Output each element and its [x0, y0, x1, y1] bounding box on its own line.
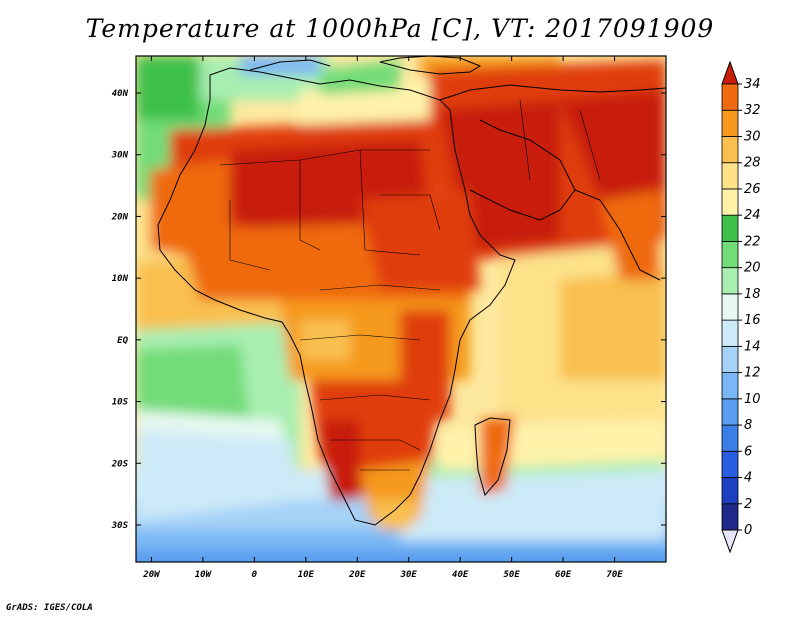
country-borders — [219, 99, 601, 471]
colorbar-segment — [721, 83, 739, 111]
colorbar-segment — [721, 398, 739, 426]
colorbar-label: 0 — [744, 523, 752, 538]
colorbar-label: 28 — [744, 156, 761, 171]
colorbar-label: 18 — [744, 287, 761, 302]
lat-tick-label: 10S — [112, 398, 129, 408]
colorbar-label: 24 — [744, 208, 761, 223]
colorbar-segment — [721, 477, 739, 505]
temperature-field — [136, 56, 666, 562]
colorbar-label: 20 — [744, 261, 761, 276]
colorbar-segment — [721, 267, 739, 295]
colorbar-bottom-arrow — [721, 529, 739, 554]
lon-tick-label: 10E — [298, 570, 315, 580]
colorbar-segment — [721, 162, 739, 190]
map-frame — [135, 55, 667, 563]
lon-tick-label: 70E — [606, 570, 623, 580]
colorbar-label: 8 — [744, 418, 752, 433]
colorbar-segment — [721, 424, 739, 452]
lon-tick-label: 50E — [503, 570, 520, 580]
colorbar-label: 26 — [744, 182, 761, 197]
lon-tick-label: 20W — [142, 570, 161, 580]
colorbar-segment — [721, 450, 739, 478]
colorbar-segment — [721, 319, 739, 347]
colorbar-label: 2 — [744, 497, 752, 512]
lat-tick-label: 40N — [112, 89, 129, 99]
colorbar-segment — [721, 241, 739, 269]
lat-tick-label: EQ — [117, 336, 128, 346]
lat-tick-label: 30N — [111, 151, 129, 161]
lat-tick-label: 20N — [111, 212, 129, 222]
lon-tick-label: 10W — [195, 570, 213, 580]
colorbar-segment — [721, 109, 739, 137]
colorbar-label: 6 — [744, 444, 752, 459]
lat-tick-label: 20S — [111, 459, 129, 469]
lon-tick-label: 40E — [452, 570, 469, 580]
lon-tick-label: 60E — [555, 570, 572, 580]
chart-title: Temperature at 1000hPa [C], VT: 20170919… — [85, 14, 715, 43]
coastline — [157, 56, 666, 526]
colorbar-label: 30 — [744, 129, 761, 144]
colorbar-segment — [721, 136, 739, 164]
colorbar-segment — [721, 188, 739, 216]
colorbar-label: 10 — [744, 392, 761, 407]
colorbar-label: 14 — [744, 339, 761, 354]
colorbar-label: 22 — [744, 234, 761, 249]
colorbar-label: 16 — [744, 313, 761, 328]
colorbar-top-arrow — [721, 60, 739, 85]
credit-text: GrADS: IGES/COLA — [6, 603, 93, 613]
colorbar-segment — [721, 293, 739, 321]
axis-ticks: 20W 10W 0 10E 20E 30E 40E 50E 60E 70E 40N 30N 20N 10N… — [111, 56, 666, 580]
colorbar-segment — [721, 214, 739, 242]
colorbar-label: 12 — [744, 366, 761, 381]
colorbar-label: 34 — [744, 77, 761, 92]
colorbar-segment — [721, 503, 739, 531]
lat-tick-label: 30S — [111, 521, 129, 531]
lon-tick-label: 30E — [400, 570, 418, 580]
lon-tick-label: 0 — [252, 570, 258, 580]
colorbar-label: 4 — [744, 471, 752, 486]
colorbar-label: 32 — [744, 103, 761, 118]
lat-tick-label: 10N — [112, 274, 129, 284]
colorbar-segment — [721, 372, 739, 400]
colorbar-segment — [721, 345, 739, 373]
lon-tick-label: 20E — [348, 570, 366, 580]
